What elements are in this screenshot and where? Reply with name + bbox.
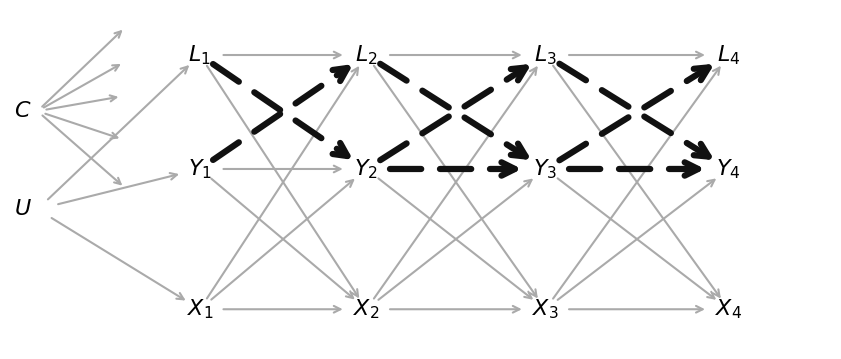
Text: $L_{2}$: $L_{2}$ [355, 43, 378, 67]
Text: $\mathit{C}$: $\mathit{C}$ [13, 100, 31, 122]
Text: $L_{4}$: $L_{4}$ [717, 43, 740, 67]
Text: $Y_{1}$: $Y_{1}$ [188, 157, 212, 181]
Text: $L_{3}$: $L_{3}$ [534, 43, 557, 67]
Text: $X_{4}$: $X_{4}$ [715, 298, 742, 321]
Text: $X_{3}$: $X_{3}$ [532, 298, 558, 321]
Text: $\mathit{U}$: $\mathit{U}$ [13, 198, 31, 220]
Text: $X_{1}$: $X_{1}$ [187, 298, 213, 321]
Text: $X_{2}$: $X_{2}$ [353, 298, 379, 321]
Text: $Y_{3}$: $Y_{3}$ [533, 157, 558, 181]
Text: $Y_{2}$: $Y_{2}$ [354, 157, 378, 181]
Text: $L_{1}$: $L_{1}$ [188, 43, 211, 67]
Text: $Y_{4}$: $Y_{4}$ [717, 157, 741, 181]
